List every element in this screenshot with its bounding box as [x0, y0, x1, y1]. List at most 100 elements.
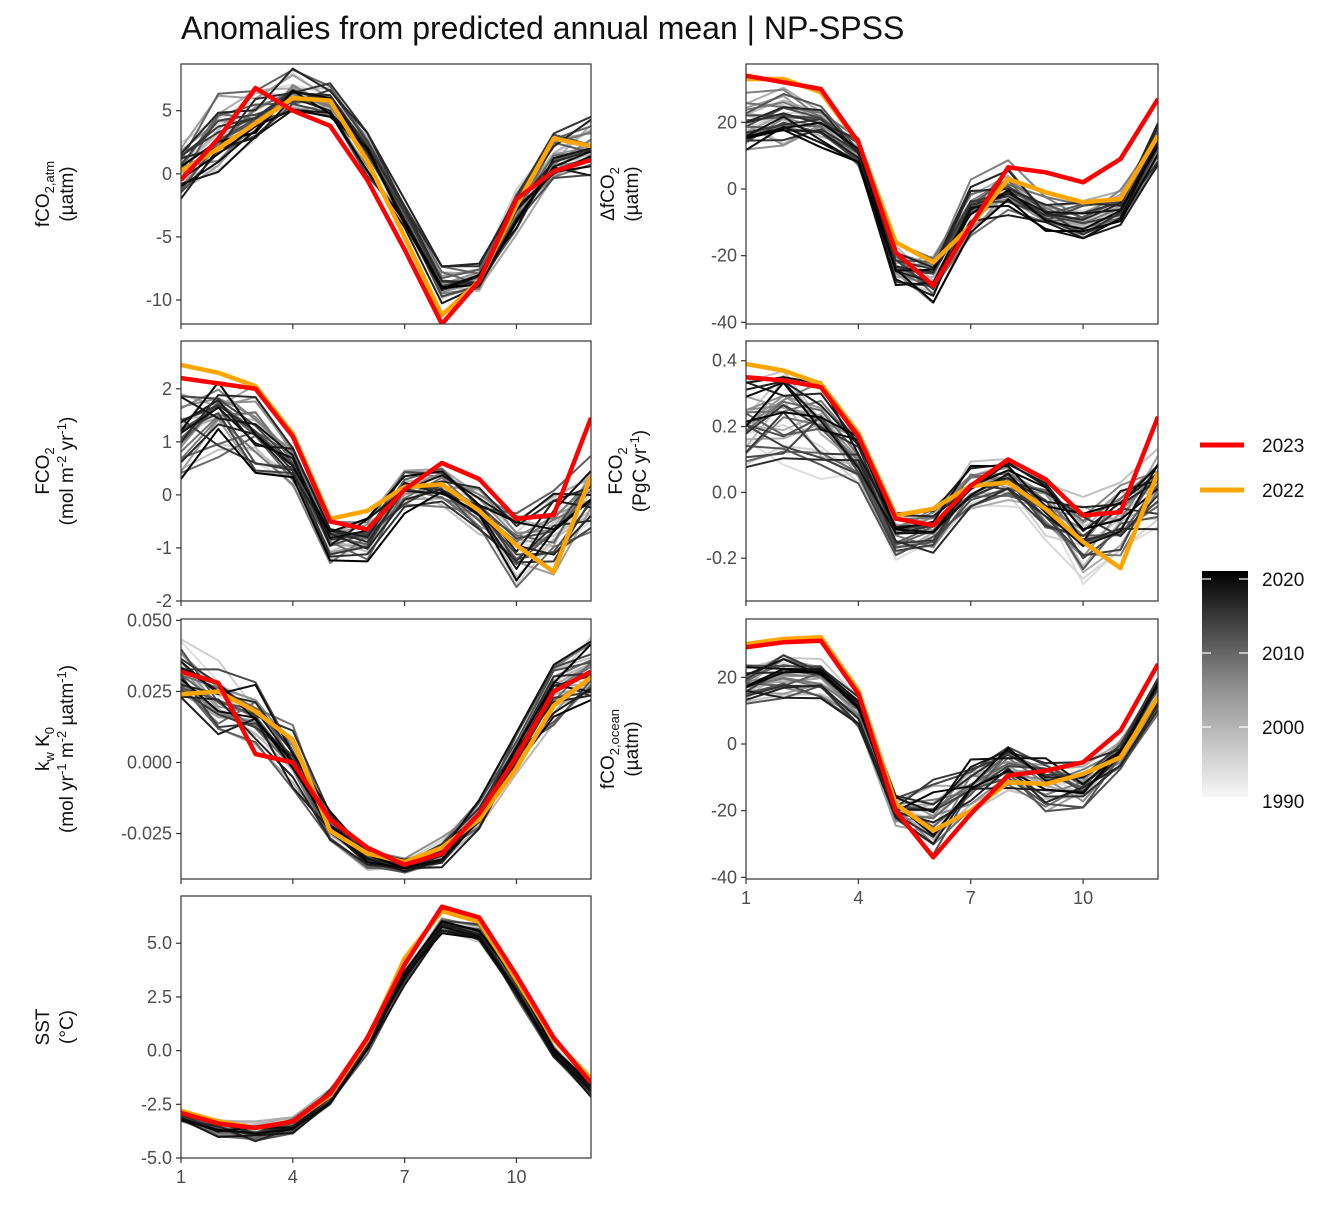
- colorbar-label: 2010: [1262, 644, 1304, 665]
- panel-5: 0.050 0.025 0.000 -0.025 kw​ K0​(mol yr-1​ m…: [33, 610, 592, 884]
- background-year-line: [746, 106, 1158, 269]
- series-line-2023: [746, 638, 1158, 860]
- x-tick-label: 4: [288, 1167, 298, 1187]
- panel-frame: [745, 63, 1159, 325]
- y-tick-label: -10: [146, 290, 172, 310]
- panel-1: 5 0 -5 -10 fCO2,atm​(µatm): [33, 63, 592, 329]
- y-axis-label-line2: (mol m-2​ yr-1​): [54, 417, 78, 526]
- y-tick-label: -0.025: [121, 824, 172, 844]
- y-tick-label: -0.2: [706, 548, 737, 568]
- y-axis-label: fCO2,atm​(µatm): [33, 161, 78, 227]
- plot-area: [181, 896, 591, 1158]
- y-axis-label-line1: fCO2,atm​: [33, 161, 57, 227]
- series-group: [181, 67, 591, 324]
- panel-3: 2 1 0 -1 -2 FCO2​(mol m-2​ yr-1​): [33, 340, 592, 611]
- background-year-line: [746, 118, 1158, 271]
- x-tick-label: 7: [966, 888, 976, 908]
- y-axis-label: kw​ K0​(mol yr-1​ m-2​ µatm-1​): [33, 665, 78, 833]
- panel-frame: [180, 895, 592, 1159]
- background-year-line: [746, 93, 1158, 286]
- series-line-2022: [746, 635, 1158, 833]
- background-year-line: [181, 932, 591, 1135]
- background-year-line: [181, 643, 591, 870]
- series-group: [181, 904, 591, 1143]
- x-tick-label: 4: [853, 888, 863, 908]
- y-axis-label-line2: (µatm): [57, 166, 78, 221]
- y-tick-label: 0: [727, 734, 737, 754]
- panel-6: 20 0 -20 -401 4 7 10 fCO2,ocean​(µatm): [598, 618, 1159, 908]
- y-tick-label: 0.4: [712, 351, 737, 371]
- panel-4: 0.4 0.2 0.0 -0.2 FCO2​(PgC yr-1​): [606, 340, 1159, 606]
- x-tick-label: 10: [506, 1167, 526, 1187]
- panel-frame: [180, 340, 592, 602]
- y-tick-label: 0.025: [127, 681, 172, 701]
- y-axis-label: FCO2​(mol m-2​ yr-1​): [33, 417, 78, 526]
- series-group: [746, 361, 1158, 586]
- background-year-line: [746, 380, 1158, 533]
- y-tick-label: -2.5: [141, 1094, 172, 1114]
- y-axis-label: SST (°C): [33, 1008, 78, 1045]
- background-year-line: [746, 106, 1158, 274]
- panel-7: 5.0 2.5 0.0 -2.5 -5.01 4 7 10 SST (°C): [33, 895, 592, 1187]
- legend: 2023 2022 2020 2010 2000 1990: [1200, 436, 1304, 813]
- panel-2: 20 0 -20 -40 ΔfCO2​(µatm): [598, 63, 1159, 332]
- series-group: [746, 635, 1158, 860]
- y-tick-label: -20: [711, 246, 737, 266]
- y-tick-label: 5.0: [147, 933, 172, 953]
- y-axis-label-line2: (µatm): [622, 166, 643, 221]
- background-year-line: [746, 676, 1158, 806]
- series-line-2022: [746, 361, 1158, 571]
- y-axis-label-line2: (µatm): [622, 721, 643, 776]
- x-tick-label: 7: [400, 1167, 410, 1187]
- panel-frame: [180, 618, 592, 880]
- y-tick-label: 2.5: [147, 987, 172, 1007]
- series-line-2023: [746, 73, 1158, 288]
- y-tick-label: 0.050: [127, 610, 172, 630]
- y-axis-label: FCO2​(PgC yr-1​): [606, 430, 651, 512]
- background-year-line: [746, 457, 1158, 554]
- colorbar-label: 1990: [1262, 792, 1304, 813]
- series-group: [181, 636, 591, 874]
- y-axis-label: ΔfCO2​(µatm): [598, 166, 643, 221]
- chart-title: Anomalies from predicted annual mean | N…: [181, 10, 904, 46]
- y-axis-label-line1: FCO2​: [606, 447, 630, 494]
- background-year-line: [746, 381, 1158, 518]
- background-year-line: [181, 929, 591, 1138]
- y-tick-label: -20: [711, 801, 737, 821]
- x-tick-label: 10: [1073, 888, 1093, 908]
- y-axis-label-line1: fCO2,ocean​: [598, 709, 622, 789]
- series-group: [181, 362, 591, 589]
- y-tick-label: 0: [162, 164, 172, 184]
- y-tick-label: -40: [711, 312, 737, 332]
- background-year-line: [746, 404, 1158, 538]
- y-tick-label: 0: [162, 485, 172, 505]
- year-colorbar: [1202, 571, 1248, 797]
- y-tick-label: 0.2: [712, 417, 737, 437]
- series-line-2023: [746, 374, 1158, 528]
- background-year-line: [181, 394, 591, 544]
- y-tick-label: 5: [162, 101, 172, 121]
- background-year-line: [181, 108, 591, 290]
- y-tick-label: -1: [156, 538, 172, 558]
- series-group: [746, 73, 1158, 305]
- y-axis-label-line2: (°C): [57, 1010, 78, 1044]
- y-tick-label: 1: [162, 432, 172, 452]
- series-line-2023: [181, 904, 591, 1131]
- background-year-line: [181, 428, 591, 582]
- series-line-2023: [181, 375, 591, 532]
- y-tick-label: 20: [717, 112, 737, 132]
- background-year-line: [746, 667, 1158, 837]
- background-year-line: [181, 82, 591, 268]
- series-line-2023: [181, 85, 591, 324]
- background-year-line: [181, 687, 591, 870]
- y-axis-label-line1: SST: [33, 1008, 54, 1045]
- panel-frame: [180, 63, 592, 325]
- background-year-line: [746, 411, 1158, 534]
- x-tick-label: 1: [741, 888, 751, 908]
- y-tick-label: 0.000: [127, 752, 172, 772]
- y-axis-label-line1: FCO2​: [33, 447, 57, 494]
- background-year-line: [746, 128, 1158, 304]
- y-tick-label: 20: [717, 667, 737, 687]
